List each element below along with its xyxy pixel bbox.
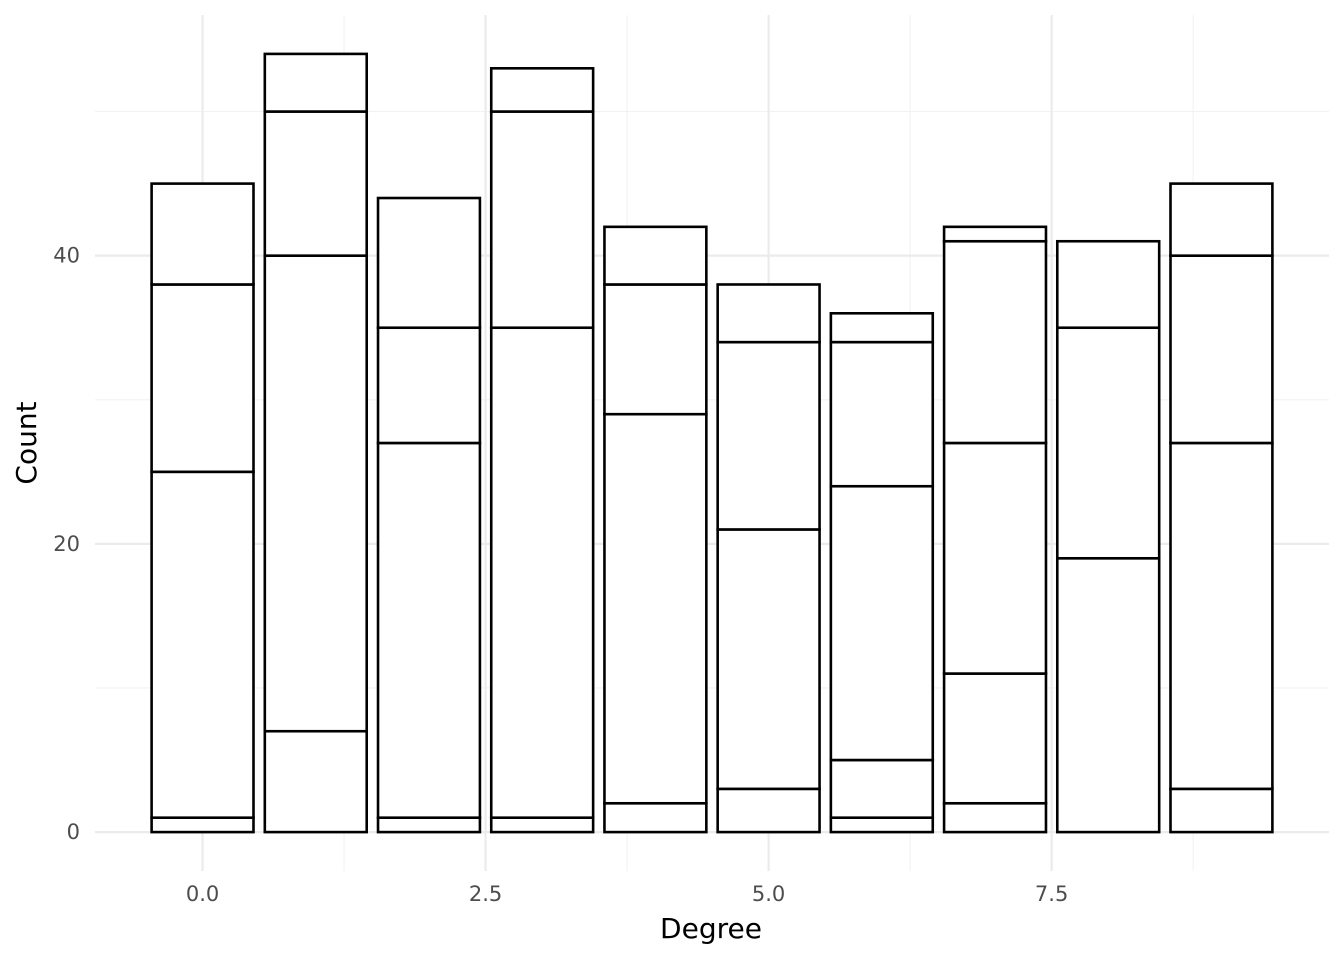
bar-segment	[603, 801, 708, 834]
y-axis-title: Count	[10, 401, 43, 484]
bar-segment	[1169, 254, 1274, 445]
bar-segment	[1169, 182, 1274, 257]
bar-segment	[1169, 441, 1274, 791]
bar-segment	[489, 816, 595, 834]
bar-segment	[150, 283, 255, 474]
bar-segment	[489, 326, 595, 819]
x-axis-title: Degree	[660, 912, 762, 945]
bar-segment	[150, 816, 255, 834]
bar-segment	[1055, 556, 1161, 834]
bar-segment	[603, 283, 708, 416]
bar-segment	[829, 758, 935, 819]
bars	[150, 52, 1274, 834]
bar-segment	[376, 326, 482, 445]
x-tick-label: 0.0	[186, 882, 219, 906]
bar-segment	[263, 52, 369, 113]
bar-segment	[1055, 326, 1161, 560]
bar-segment	[829, 340, 935, 488]
bar-segment	[263, 254, 369, 733]
bar-segment	[1055, 239, 1161, 330]
bar-segment	[376, 196, 482, 330]
bar-segment	[489, 67, 595, 113]
bar-segment	[376, 816, 482, 834]
bar-segment	[716, 283, 821, 344]
x-tick-label: 5.0	[752, 882, 785, 906]
bar-segment	[716, 787, 821, 834]
bar-segment	[1169, 787, 1274, 834]
bar-segment	[603, 412, 708, 805]
bar-segment	[716, 340, 821, 531]
x-tick-label: 2.5	[469, 882, 502, 906]
y-tick-label: 0	[67, 820, 80, 844]
bar-segment	[603, 225, 708, 286]
bar-segment	[376, 441, 482, 819]
y-tick-label: 40	[53, 244, 80, 268]
bar-segment	[942, 239, 1048, 445]
y-tick-label: 20	[53, 532, 80, 556]
bar-segment	[489, 110, 595, 330]
x-tick-label: 7.5	[1035, 882, 1068, 906]
bar-segment	[942, 441, 1048, 675]
bar-segment	[263, 729, 369, 834]
bar-segment	[942, 672, 1048, 805]
bar-segment	[150, 182, 255, 286]
bar-segment	[829, 312, 935, 344]
bar-segment	[942, 225, 1048, 243]
bar-segment	[263, 110, 369, 257]
bar-segment	[150, 470, 255, 819]
bar-segment	[829, 484, 935, 762]
bar-segment	[716, 528, 821, 791]
tick-labels: 0.0 2.5 5.0 7.5 0 20 40	[53, 244, 1068, 906]
bar-segment	[829, 816, 935, 834]
bar-segment	[942, 801, 1048, 834]
